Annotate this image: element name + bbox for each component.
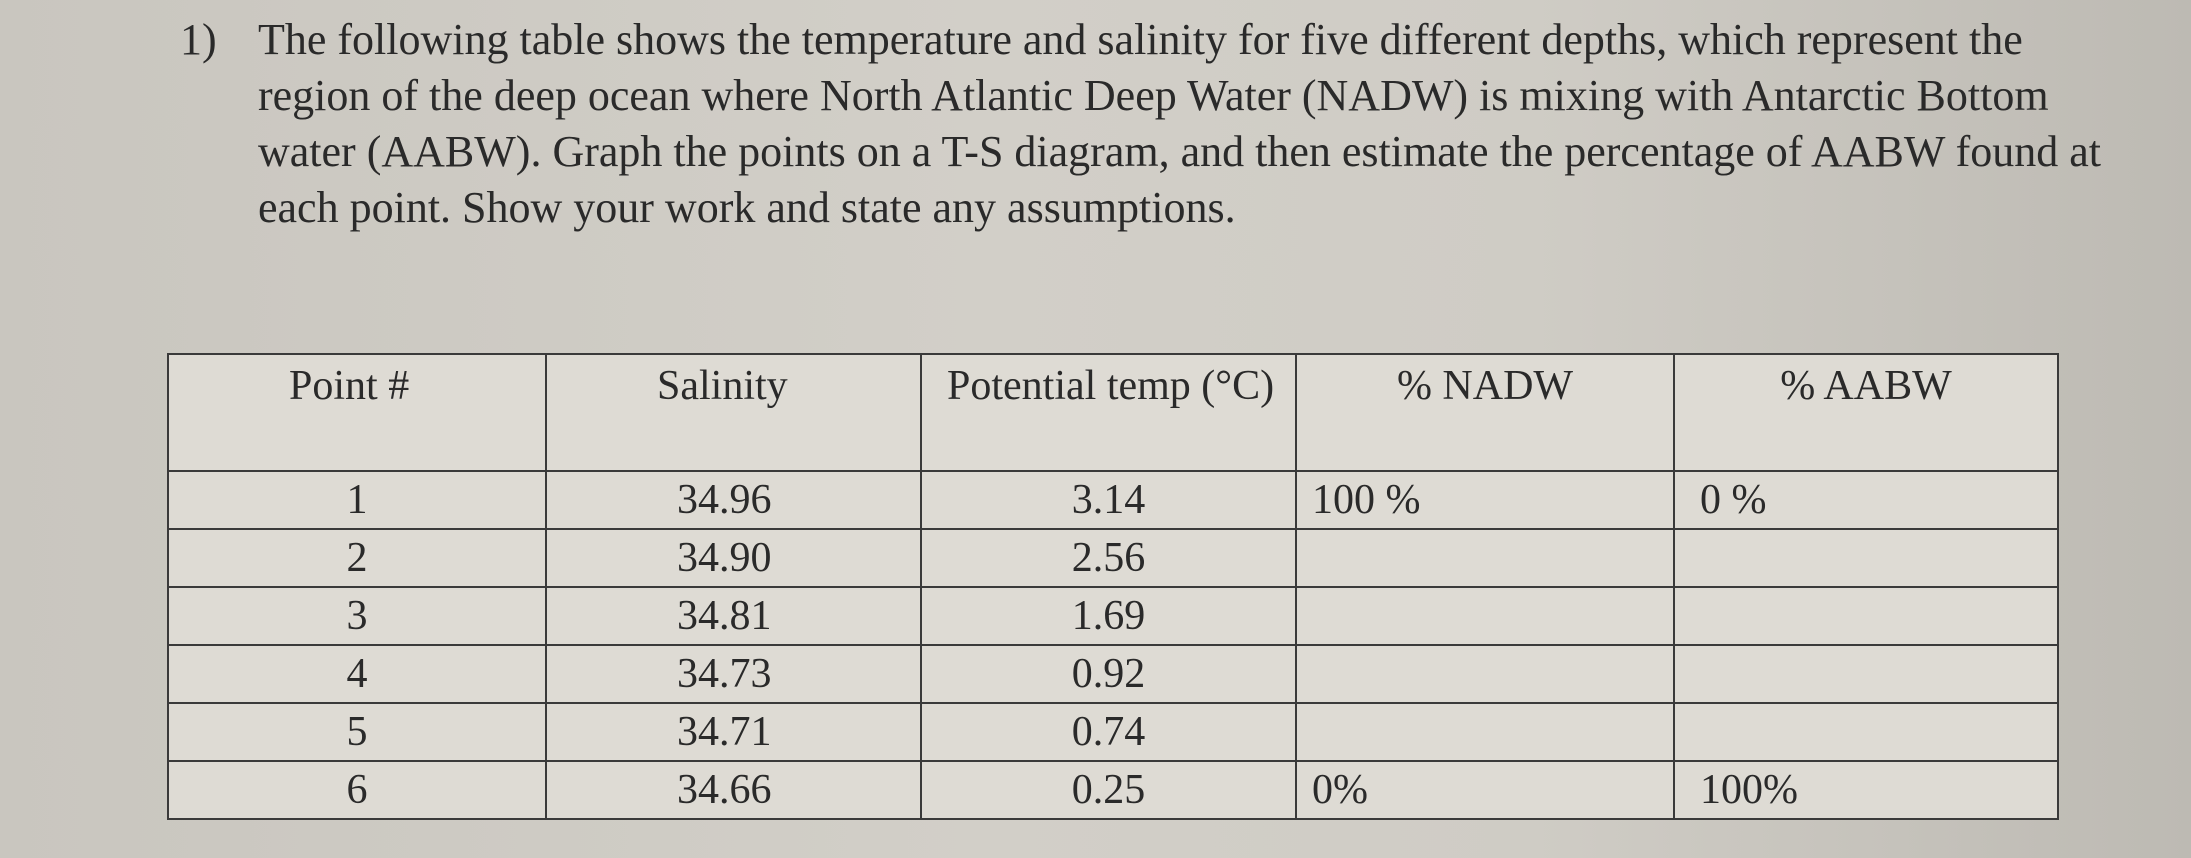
cell-salinity: 34.81 xyxy=(545,586,922,646)
cell-temp: 0.25 xyxy=(920,760,1297,820)
header-potential-temp: Potential temp (°C) xyxy=(920,353,1297,472)
cell-percent-aabw: 100% xyxy=(1673,760,2059,820)
table-row: 6 34.66 0.25 0% 100% xyxy=(167,760,2059,820)
cell-percent-nadw: 0% xyxy=(1295,760,1675,820)
cell-percent-aabw xyxy=(1673,528,2059,588)
cell-point: 6 xyxy=(167,760,547,820)
header-percent-aabw: % AABW xyxy=(1673,353,2059,472)
cell-percent-nadw xyxy=(1295,702,1675,762)
cell-percent-aabw xyxy=(1673,586,2059,646)
cell-percent-aabw xyxy=(1673,702,2059,762)
cell-temp: 2.56 xyxy=(920,528,1297,588)
cell-temp: 0.92 xyxy=(920,644,1297,704)
cell-percent-nadw: 100 % xyxy=(1295,470,1675,530)
cell-temp: 0.74 xyxy=(920,702,1297,762)
table-header-row: Point # Salinity Potential temp (°C) % N… xyxy=(167,353,2059,472)
cell-percent-aabw: 0 % xyxy=(1673,470,2059,530)
cell-point: 3 xyxy=(167,586,547,646)
ts-data-table: Point # Salinity Potential temp (°C) % N… xyxy=(167,353,2059,820)
question-text: The following table shows the temperatur… xyxy=(258,15,2102,232)
cell-salinity: 34.71 xyxy=(545,702,922,762)
cell-salinity: 34.96 xyxy=(545,470,922,530)
cell-point: 4 xyxy=(167,644,547,704)
cell-salinity: 34.90 xyxy=(545,528,922,588)
cell-percent-aabw xyxy=(1673,644,2059,704)
cell-salinity: 34.66 xyxy=(545,760,922,820)
cell-salinity: 34.73 xyxy=(545,644,922,704)
cell-percent-nadw xyxy=(1295,644,1675,704)
table-row: 1 34.96 3.14 100 % 0 % xyxy=(167,470,2059,530)
cell-point: 2 xyxy=(167,528,547,588)
table-row: 4 34.73 0.92 xyxy=(167,644,2059,704)
table-row: 3 34.81 1.69 xyxy=(167,586,2059,646)
table-row: 2 34.90 2.56 xyxy=(167,528,2059,588)
cell-percent-nadw xyxy=(1295,528,1675,588)
cell-point: 1 xyxy=(167,470,547,530)
header-point: Point # xyxy=(167,353,547,472)
table-row: 5 34.71 0.74 xyxy=(167,702,2059,762)
cell-temp: 1.69 xyxy=(920,586,1297,646)
header-salinity: Salinity xyxy=(545,353,922,472)
header-percent-nadw: % NADW xyxy=(1295,353,1675,472)
cell-percent-nadw xyxy=(1295,586,1675,646)
question-number: 1) xyxy=(180,15,217,64)
cell-temp: 3.14 xyxy=(920,470,1297,530)
cell-point: 5 xyxy=(167,702,547,762)
